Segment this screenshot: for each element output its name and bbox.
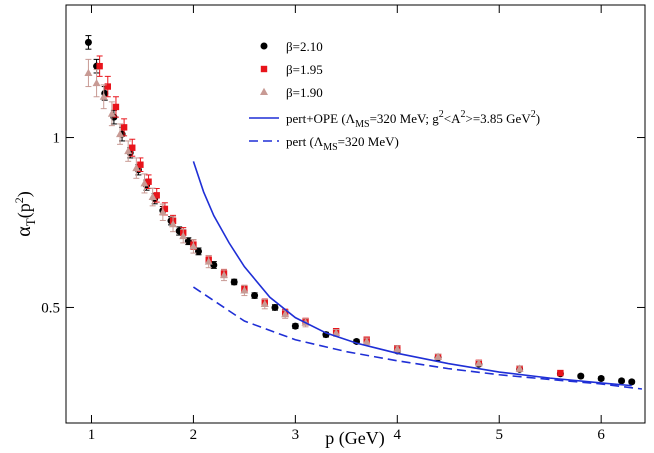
y-label-part: T [23,218,38,226]
data-point [129,144,136,151]
data-point [557,369,564,377]
y-label-part: (p [14,203,35,218]
data-point [291,322,299,330]
data-point [434,352,443,360]
data-point [362,337,371,345]
data-point [145,178,152,185]
legend-label-part: 2 [531,109,536,120]
data-point [189,242,198,250]
data-point [597,374,605,382]
data-point [260,299,269,308]
data-point [577,372,585,380]
data-point [107,109,116,117]
legend-marker [260,65,268,73]
x-tick-label: 3 [292,427,300,443]
data-point [230,278,238,286]
legend-label-part: <A [444,111,461,126]
data-point [169,219,178,228]
data-point [84,38,92,46]
curve [192,161,632,387]
data-point [184,237,192,245]
data-point [158,208,167,216]
legend-label-part: =320 MeV; g [370,111,440,126]
legend-label-part: pert (Λ [286,134,324,149]
data-point [84,68,93,76]
data-point [210,261,218,269]
y-tick-label: 0.5 [41,300,60,316]
legend-label-part: β=2.10 [286,39,323,54]
legend-label-part: 2 [439,109,444,120]
legend-label-part: pert+OPE (Λ [286,111,356,126]
data-point [153,192,160,199]
legend-marker [260,87,268,95]
y-axis-label: αT(p2) [12,191,38,236]
y-tick-label: 1 [53,131,61,147]
data-point [515,364,524,372]
legend-label-part: β=1.90 [286,85,323,100]
data-point [281,310,290,318]
legend-label-part: 2 [461,109,466,120]
data-point [220,270,229,279]
legend-label-part: MS [323,142,337,153]
legend-marker [260,42,268,50]
legend-label-part: ) [536,111,540,126]
data-point [618,377,626,385]
data-point [628,378,636,386]
data-point [179,231,188,240]
data-point [124,146,133,155]
data-point [161,205,169,213]
data-point [116,129,125,138]
data-point [137,161,144,168]
legend-label-part: MS [355,119,369,130]
y-label-part: α [13,226,35,237]
data-point [240,286,249,294]
data-point [332,328,341,336]
y-label-part: ) [14,191,35,197]
data-point [132,163,141,172]
data-point [195,247,203,255]
data-point [140,179,149,187]
data-point [148,192,157,201]
data-point [92,78,101,87]
legend-label-part: =320 MeV) [338,134,399,149]
y-label-part: 2 [12,197,26,203]
legend-label: pert+OPE (ΛMS=320 MeV; g2<A2>=3.85 GeV2) [286,109,540,130]
x-tick-label: 4 [394,427,402,443]
legend-label: β=1.90 [286,85,323,100]
curve [192,286,643,390]
legend-label: β=1.95 [286,62,323,77]
x-tick-label: 5 [495,427,503,443]
data-point [393,344,402,352]
x-tick-label: 2 [190,427,198,443]
data-point [104,83,111,90]
legend-label: β=2.10 [286,39,323,54]
x-tick-label: 6 [597,427,605,443]
data-point [120,124,128,131]
plot-frame [65,4,646,424]
data-point [251,292,259,300]
data-point [99,92,108,100]
x-axis-label: p (GeV) [325,428,384,449]
x-tick-label: 1 [88,427,96,443]
data-point [96,62,103,70]
legend-label-part: >=3.85 GeV [466,111,532,126]
data-point [112,103,120,111]
data-point [271,303,279,311]
data-point [474,358,483,367]
legend-label-part: β=1.95 [286,62,323,77]
legend-label: pert (ΛMS=320 MeV) [286,134,399,153]
data-point [204,257,213,265]
